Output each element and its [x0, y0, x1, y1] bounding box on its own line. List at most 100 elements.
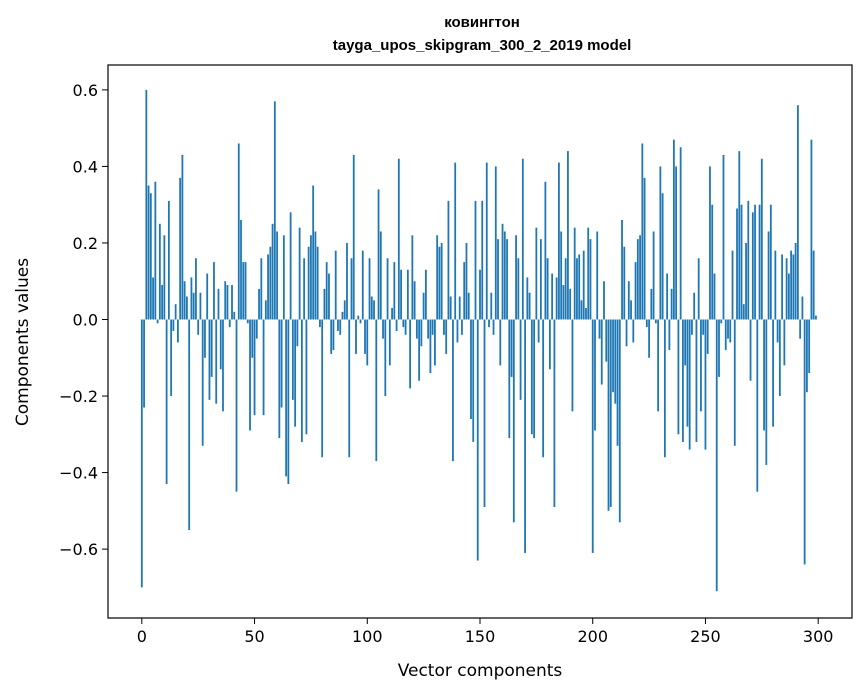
bar-6 [154, 181, 157, 320]
bar-169 [521, 158, 524, 320]
bar-55 [264, 300, 267, 320]
bar-163 [508, 319, 511, 439]
chart-subtitle: tayga_upos_skipgram_300_2_2019 model [333, 37, 632, 54]
bar-111 [391, 308, 393, 320]
bar-90 [343, 300, 346, 320]
bar-17 [179, 177, 182, 320]
bar-37 [224, 281, 227, 320]
bar-260 [727, 319, 729, 339]
bar-275 [760, 158, 763, 320]
y-tick-label: 0.0 [73, 310, 98, 329]
bar-28 [204, 319, 206, 358]
bar-134 [443, 319, 445, 335]
bar-235 [670, 288, 673, 320]
bar-47 [246, 319, 249, 324]
x-tick-label: 0 [137, 627, 147, 646]
bar-186 [560, 231, 563, 320]
bar-243 [688, 319, 691, 450]
bar-185 [558, 162, 560, 320]
bar-165 [512, 319, 515, 523]
bar-2 [145, 89, 148, 320]
bar-57 [269, 246, 272, 320]
bar-138 [452, 319, 454, 462]
bar-180 [546, 258, 549, 320]
bar-279 [769, 204, 772, 320]
bar-292 [799, 319, 802, 339]
bar-181 [548, 319, 551, 370]
bar-296 [808, 319, 811, 374]
bar-34 [217, 288, 220, 320]
bar-199 [589, 239, 592, 320]
bar-280 [772, 319, 774, 427]
bar-208 [609, 319, 612, 508]
bar-150 [479, 269, 481, 320]
bar-265 [738, 151, 741, 320]
bar-249 [702, 319, 705, 335]
bar-63 [282, 235, 285, 320]
bar-5 [152, 277, 154, 320]
bar-91 [346, 242, 348, 320]
bar-3 [147, 185, 150, 320]
bar-203 [598, 319, 601, 339]
bar-92 [348, 319, 351, 458]
bar-80 [321, 319, 324, 458]
bar-77 [314, 231, 317, 320]
bar-129 [431, 319, 434, 335]
bar-151 [481, 200, 484, 320]
bar-94 [352, 154, 355, 320]
bar-41 [233, 311, 236, 320]
bar-110 [388, 319, 391, 366]
bar-291 [796, 105, 799, 320]
bar-196 [582, 250, 585, 320]
bar-68 [294, 319, 297, 427]
bar-297 [810, 139, 813, 320]
bar-285 [783, 319, 786, 366]
bar-15 [174, 304, 177, 320]
bar-26 [199, 292, 202, 320]
bar-161 [503, 231, 506, 320]
bar-195 [580, 300, 583, 320]
bar-298 [812, 250, 815, 320]
y-tick-label: 0.4 [73, 157, 98, 176]
y-axis-ticks: −0.6 −0.4 −0.2 0.0 0.2 0.4 0.6 [59, 81, 108, 559]
x-tick-label: 100 [352, 627, 383, 646]
bar-128 [429, 319, 432, 374]
bar-218 [632, 319, 635, 343]
bar-102 [370, 296, 373, 320]
x-axis-label: Vector components [398, 661, 563, 681]
bar-114 [397, 158, 400, 320]
bar-166 [515, 235, 517, 320]
bar-227 [652, 231, 655, 320]
bar-53 [260, 258, 263, 320]
bar-62 [280, 319, 283, 408]
bar-45 [242, 262, 245, 320]
bar-96 [357, 315, 360, 320]
bar-13 [170, 319, 173, 397]
bar-103 [373, 300, 375, 320]
bar-255 [715, 319, 718, 592]
bar-299 [815, 315, 817, 320]
bar-66 [289, 212, 292, 320]
bar-295 [806, 319, 808, 393]
bar-136 [447, 200, 450, 320]
bar-222 [641, 143, 644, 320]
bar-216 [627, 281, 630, 320]
bar-231 [661, 193, 664, 320]
y-tick-label: 0.2 [73, 234, 98, 253]
bar-171 [526, 277, 529, 320]
bar-30 [208, 319, 211, 400]
bar-86 [334, 250, 337, 320]
bar-229 [657, 319, 660, 412]
bar-263 [733, 319, 736, 446]
bar-210 [614, 319, 617, 404]
bar-149 [476, 319, 479, 561]
bar-44 [240, 219, 242, 320]
bar-233 [666, 273, 669, 320]
bar-61 [278, 319, 281, 439]
bar-245 [693, 292, 696, 320]
bar-192 [573, 227, 576, 320]
bar-119 [409, 319, 412, 389]
bar-217 [630, 300, 632, 320]
bar-211 [616, 319, 619, 446]
bar-139 [454, 162, 457, 320]
